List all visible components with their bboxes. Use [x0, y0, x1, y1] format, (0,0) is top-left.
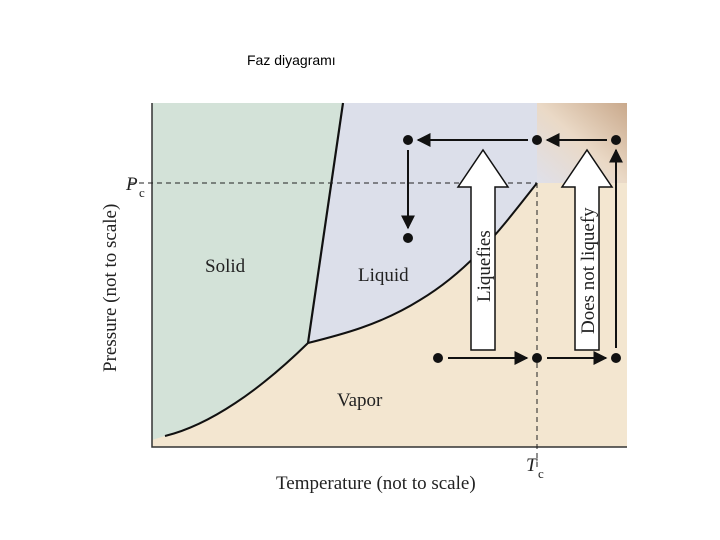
not-liquefy-label: Does not liquefy [578, 207, 599, 334]
liquid-label: Liquid [358, 265, 409, 286]
state-points [403, 135, 621, 363]
axes [151, 103, 627, 448]
supercritical-region [537, 103, 627, 183]
vaporization-curve [307, 182, 538, 344]
tc-symbol: T [526, 455, 538, 476]
solid-label: Solid [205, 256, 246, 277]
pc-subscript: c [139, 185, 145, 200]
not-liquefy-arrow [560, 148, 614, 351]
x-axis-label: Temperature (not to scale) [276, 473, 476, 494]
pc-symbol: P [125, 174, 138, 195]
solid-region [152, 103, 343, 440]
tc-subscript: c [538, 466, 544, 481]
path-arrows [401, 133, 623, 365]
y-axis-label: Pressure (not to scale) [100, 204, 121, 372]
sublimation-curve [164, 342, 309, 437]
liquefies-label: Liquefies [474, 230, 495, 302]
vapor-label: Vapor [337, 390, 383, 411]
liquefies-arrow [456, 148, 510, 351]
phase-diagram: Liquefies Does not liquefy Solid Liquid … [100, 102, 627, 494]
melting-curve [306, 102, 345, 344]
title: Faz diyagramı [247, 52, 336, 68]
